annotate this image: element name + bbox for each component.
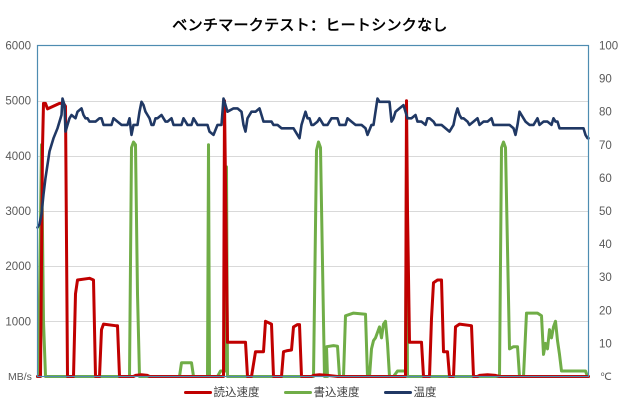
right-tick-label: 20 [599,305,612,317]
left-axis-unit: MB/s [8,371,32,383]
legend-item-read-speed: 読込速度 [183,384,260,400]
temperature-line [36,97,590,229]
right-tick-label: 50 [599,206,612,218]
right-tick-label: 10 [599,338,612,350]
left-tick-label: 3000 [5,206,31,218]
write-speed-line [36,140,590,378]
right-tick-label: 90 [599,74,612,86]
right-tick-label: 40 [599,239,612,251]
left-tick-label: 4000 [5,151,31,163]
right-axis-unit: ℃ [600,371,612,383]
legend-label-read: 読込速度 [213,385,260,399]
legend-label-temp: 温度 [413,385,437,399]
right-axis-ticks: 100 90 80 70 60 50 40 30 20 10 [599,41,618,351]
right-tick-label: 100 [599,41,618,53]
legend-item-write-speed: 書込速度 [283,384,360,400]
left-tick-label: 1000 [5,316,31,328]
chart-title: ベンチマークテスト：ヒートシンクなし [172,16,448,34]
legend-label-write: 書込速度 [313,385,360,399]
legend-swatch-temp [383,390,412,394]
plot-frame [36,44,590,378]
left-tick-label: 5000 [5,96,31,108]
left-tick-label: 6000 [5,41,31,53]
legend: 読込速度 書込速度 温度 [0,384,620,400]
right-tick-label: 30 [599,272,612,284]
left-axis-ticks: 6000 5000 4000 3000 2000 1000 [5,41,31,329]
series-lines [36,97,590,378]
read-speed-line [36,99,590,378]
left-tick-label: 2000 [5,261,31,273]
right-tick-label: 70 [599,140,612,152]
right-tick-label: 80 [599,107,612,119]
legend-item-temperature: 温度 [383,384,437,400]
legend-swatch-read [183,390,212,394]
right-tick-label: 60 [599,173,612,185]
legend-swatch-write [283,390,312,394]
